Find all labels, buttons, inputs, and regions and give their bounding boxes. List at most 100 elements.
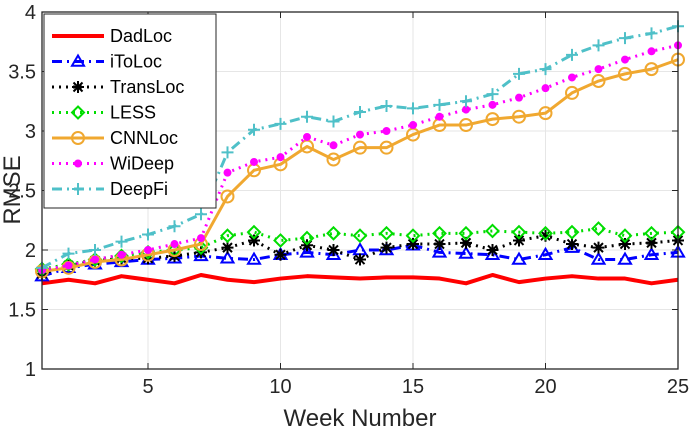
y-tick-label: 2 (25, 240, 36, 262)
data-point-transloc (380, 241, 393, 254)
data-point-transloc (619, 238, 631, 251)
data-point-itoloc (166, 250, 183, 264)
series-deepfi (36, 20, 684, 274)
data-point-wideep (435, 112, 444, 121)
data-point-less (432, 225, 447, 241)
x-axis-title: Week Number (284, 405, 437, 432)
y-tick-label: 1.5 (8, 300, 36, 322)
data-point-wideep (64, 261, 73, 270)
data-point-wideep (117, 250, 126, 259)
legend-item-less: LESS (52, 103, 156, 123)
data-point-transloc (354, 253, 366, 266)
x-tick-label: 25 (667, 376, 689, 398)
data-point-cnnloc (512, 109, 526, 124)
data-point-itoloc (617, 251, 633, 265)
y-tick-label: 3 (25, 121, 36, 143)
data-point-transloc (327, 244, 340, 256)
data-point-less (644, 225, 659, 241)
data-point-cnnloc (565, 85, 579, 100)
data-point-transloc (221, 241, 234, 254)
data-point-less (246, 224, 262, 240)
data-point-wideep (356, 130, 364, 139)
data-point-wideep (568, 73, 576, 82)
data-point-wideep (647, 47, 656, 56)
data-point-wideep (144, 246, 152, 254)
data-point-cnnloc (220, 189, 235, 204)
data-point-less (299, 230, 315, 246)
legend-marker-cnnloc (71, 131, 85, 145)
series-layer (34, 20, 686, 286)
data-point-transloc (248, 234, 260, 247)
legend-marker-itoloc (70, 53, 86, 67)
legend-item-wideep: WiDeep (52, 154, 174, 174)
data-point-itoloc (511, 251, 527, 265)
legend-item-itoloc: iToLoc (52, 52, 162, 72)
x-tick-label: 20 (534, 376, 556, 398)
data-point-deepfi (645, 27, 658, 40)
data-point-wideep (382, 127, 391, 135)
y-axis-title: RMSE (0, 155, 26, 224)
legend-item-transloc: TransLoc (52, 77, 184, 97)
x-tick-label: 10 (269, 376, 291, 398)
data-point-deepfi (248, 123, 260, 136)
data-point-wideep (409, 121, 417, 130)
data-point-less (326, 225, 341, 241)
legend-item-cnnloc: CNNLoc (52, 128, 178, 148)
data-point-cnnloc (618, 66, 632, 81)
legend-marker-deepfi (72, 183, 84, 195)
data-point-deepfi (566, 48, 578, 61)
data-point-cnnloc (591, 74, 606, 89)
data-point-transloc (513, 234, 525, 247)
data-point-less (273, 233, 288, 248)
data-point-cnnloc (326, 152, 341, 167)
legend-marker-wideep (74, 159, 82, 168)
data-point-less (485, 223, 500, 239)
data-point-deepfi (513, 67, 525, 80)
data-point-transloc (539, 229, 552, 242)
data-point-deepfi (592, 39, 605, 52)
data-point-transloc (645, 236, 658, 249)
data-point-deepfi (142, 228, 154, 241)
data-point-less (220, 228, 235, 244)
data-point-wideep (594, 65, 603, 74)
legend-marker-transloc (72, 81, 84, 93)
data-point-deepfi (301, 110, 313, 123)
data-point-deepfi (168, 220, 181, 233)
data-point-deepfi (407, 102, 419, 115)
data-point-less (405, 228, 421, 244)
data-point-deepfi (274, 117, 287, 130)
legend-label-deepfi: DeepFi (110, 179, 168, 199)
y-tick-label: 2.5 (8, 181, 36, 203)
data-point-less (617, 228, 633, 244)
data-point-wideep (250, 157, 258, 166)
data-point-itoloc (246, 251, 262, 265)
legend-item-deepfi: DeepFi (52, 179, 168, 199)
y-tick-label: 3.5 (8, 62, 36, 84)
legend-label-cnnloc: CNNLoc (110, 128, 178, 148)
data-point-wideep (170, 240, 179, 249)
axis-ticks: 1 1.5 2 2.5 3 3.5 4 5 10 15 20 25 (8, 2, 689, 398)
data-point-deepfi (380, 100, 393, 113)
data-point-itoloc (458, 245, 474, 259)
series-line-dadloc (41, 272, 679, 286)
data-point-wideep (91, 255, 99, 264)
data-point-deepfi (195, 208, 207, 221)
data-point-less (511, 224, 527, 240)
data-point-itoloc (431, 244, 448, 258)
data-point-transloc (460, 236, 472, 249)
data-point-wideep (276, 153, 285, 162)
data-point-less (538, 225, 553, 241)
data-point-deepfi (115, 235, 128, 248)
x-tick-label: 5 (142, 376, 153, 398)
data-point-itoloc (590, 251, 607, 265)
data-point-deepfi (486, 88, 499, 101)
data-point-wideep (329, 141, 338, 150)
data-point-deepfi (89, 244, 101, 256)
legend-label-transloc: TransLoc (110, 77, 184, 97)
data-point-less (458, 225, 474, 241)
data-point-less (379, 225, 394, 241)
legend-label-wideep: WiDeep (110, 154, 174, 174)
data-point-deepfi (62, 247, 75, 260)
series-wideep (38, 41, 682, 275)
series-line-cnnloc (41, 58, 679, 273)
